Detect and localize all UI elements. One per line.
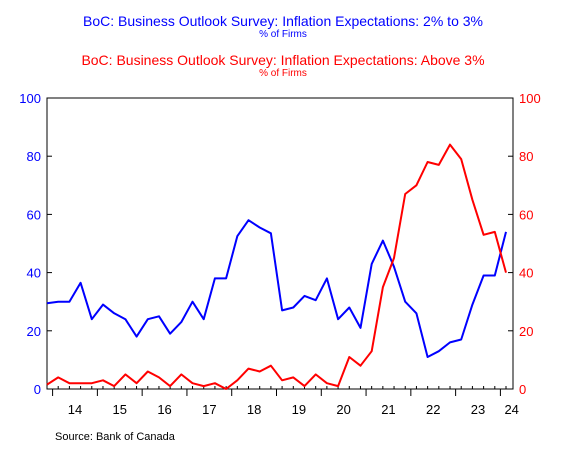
series-line-2 — [46, 143, 507, 390]
left-axis-tick-label: 60 — [27, 207, 41, 222]
chart-subtitle-series-1-unit: % of Firms — [259, 29, 307, 40]
right-axis-tick-label: 20 — [519, 324, 533, 339]
x-axis-tick-label: 20 — [336, 402, 350, 417]
x-axis-tick-label: 18 — [247, 402, 261, 417]
left-axis-tick-label: 0 — [34, 382, 41, 397]
right-axis-tick-label: 40 — [519, 266, 533, 281]
x-axis-tick-label: 15 — [113, 402, 127, 417]
right-axis-tick-label: 60 — [519, 207, 533, 222]
x-axis-tick-label: 22 — [426, 402, 440, 417]
left-axis-tick-label: 20 — [27, 324, 41, 339]
chart-title-series-1: BoC: Business Outlook Survey: Inflation … — [83, 13, 483, 29]
chart-subtitle-series-2-unit: % of Firms — [259, 68, 307, 79]
right-axis-tick-label: 0 — [519, 382, 526, 397]
x-axis-tick-label: 21 — [381, 402, 395, 417]
right-axis-tick-label: 80 — [519, 149, 533, 164]
x-axis-tick-label: 24 — [504, 402, 518, 417]
left-axis-tick-label: 80 — [27, 149, 41, 164]
plot-frame — [46, 97, 514, 390]
right-axis-tick-label: 100 — [519, 91, 541, 106]
left-axis-tick-label: 40 — [27, 266, 41, 281]
x-axis-tick-label: 14 — [68, 402, 82, 417]
source-note: Source: Bank of Canada — [55, 431, 175, 443]
x-axis-tick-label: 16 — [157, 402, 171, 417]
chart-title-series-2: BoC: Business Outlook Survey: Inflation … — [81, 52, 485, 68]
x-axis-tick-label: 17 — [202, 402, 216, 417]
series-line-1 — [46, 219, 507, 358]
left-axis-tick-label: 100 — [19, 91, 41, 106]
x-axis-tick-label: 23 — [471, 402, 485, 417]
x-axis-tick-label: 19 — [292, 402, 306, 417]
